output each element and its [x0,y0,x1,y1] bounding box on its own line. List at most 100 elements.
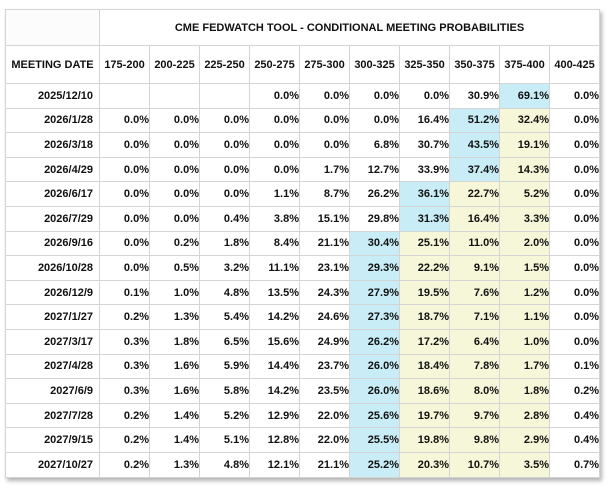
probability-cell: 24.9% [299,328,350,355]
probability-cell: 0.0% [149,181,200,207]
probability-cell: 33.9% [399,156,450,183]
meeting-date-cell: 2026/12/9 [5,279,100,306]
probability-cell: 3.8% [249,205,300,232]
table-row: 2027/6/9 0.3% 1.6% 5.8% 14.2% 23.5% 26.0% 18.6%… [5,378,601,404]
probability-cell: 0.0% [149,107,200,134]
probability-cell: 22.0% [299,402,350,429]
probability-cell: 19.1% [499,132,550,158]
probability-cell: 0.0% [249,156,300,183]
probability-cell: 25.1% [399,230,450,257]
probability-cell: 69.1% [499,83,550,109]
probability-cell: 0.3% [99,328,150,355]
probability-cell: 0.0% [349,83,400,109]
meeting-date-column-header: MEETING DATE [5,45,100,84]
probability-cell: 4.8% [199,451,250,478]
meeting-date-cell: 2026/1/28 [5,107,100,134]
rate-range-column-header: 400-425 [548,45,601,84]
table-row: 2027/7/28 0.2% 1.4% 5.2% 12.9% 22.0% 25.6% 19.7… [5,402,601,429]
probability-cell: 1.7% [299,156,350,183]
probability-cell: 26.2% [349,181,400,207]
probability-cell: 0.0% [149,156,200,183]
probability-cell: 14.4% [249,353,300,380]
probability-cell: 13.5% [249,279,300,306]
probability-cell: 16.4% [449,205,500,232]
probability-cell: 0.0% [399,83,450,109]
probability-cell: 24.6% [299,304,350,330]
probability-cell: 7.6% [449,279,500,306]
probability-cell: 5.2% [499,181,550,207]
probability-cell: 0.0% [299,83,350,109]
probability-cell: 0.4% [548,427,601,453]
probability-cell: 0.0% [99,181,150,207]
probability-cell: 4.8% [199,279,250,306]
table-row: 2025/12/10 0.0% 0.0% 0.0% 0.0% 30.9% 69.1% 0.0% [5,83,601,109]
probability-cell: 15.6% [249,328,300,355]
probability-cell: 0.0% [199,132,250,158]
probability-cell: 9.8% [449,427,500,453]
probability-cell: 11.1% [249,255,300,281]
probability-cell: 22.0% [299,427,350,453]
table-row: 2027/1/27 0.2% 1.3% 5.4% 14.2% 24.6% 27.3% 18.7… [5,304,601,330]
probability-cell: 0.0% [149,205,200,232]
probability-cell: 1.4% [149,427,200,453]
table-row: 2027/9/15 0.2% 1.4% 5.1% 12.8% 22.0% 25.5% 19.8… [5,427,601,453]
probability-cell: 1.0% [499,328,550,355]
probability-cell: 36.1% [399,181,450,207]
meeting-date-cell: 2027/9/15 [5,427,100,453]
probability-cell: 2.8% [499,402,550,429]
probability-cell: 17.2% [399,328,450,355]
probability-cell: 1.6% [149,353,200,380]
probability-cell: 5.4% [199,304,250,330]
probability-cell: 0.0% [99,230,150,257]
table-row: 2027/3/17 0.3% 1.8% 6.5% 15.6% 24.9% 26.2% 17.2… [5,328,601,355]
probability-cell: 16.4% [399,107,450,134]
probability-cell: 25.6% [349,402,400,429]
rate-range-column-header: 200-225 [149,45,200,84]
probability-cell: 25.2% [349,451,400,478]
probability-cell: 0.4% [199,205,250,232]
probability-cell: 12.1% [249,451,300,478]
probability-cell: 29.8% [349,205,400,232]
probability-cell: 7.8% [449,353,500,380]
table-row: 2026/7/29 0.0% 0.0% 0.4% 3.8% 15.1% 29.8% 31.3%… [5,205,601,232]
table-row: 2026/10/28 0.0% 0.5% 3.2% 11.1% 23.1% 29.3% 22.… [5,255,601,281]
probability-cell: 0.0% [99,255,150,281]
rate-range-column-header: 375-400 [499,45,550,84]
probability-cell: 0.0% [548,328,601,355]
probability-cell: 51.2% [449,107,500,134]
probability-cell: 1.5% [499,255,550,281]
probability-cell: 26.0% [349,353,400,380]
probability-cell: 5.2% [199,402,250,429]
probability-cell: 0.7% [548,451,601,478]
probability-cell: 5.1% [199,427,250,453]
probability-cell: 0.0% [548,156,601,183]
probability-cell: 0.0% [548,230,601,257]
probability-cell: 0.0% [548,83,601,109]
probability-cell: 1.1% [249,181,300,207]
rate-range-column-header: 325-350 [399,45,450,84]
probability-cell: 15.1% [299,205,350,232]
table-row: 2026/6/17 0.0% 0.0% 0.0% 1.1% 8.7% 26.2% 36.1% 2… [5,181,601,207]
probability-cell: 30.7% [399,132,450,158]
meeting-date-cell: 2026/6/17 [5,181,100,207]
rate-range-column-header: 275-300 [299,45,350,84]
rate-range-column-header: 250-275 [249,45,300,84]
meeting-date-cell: 2027/7/28 [5,402,100,429]
probability-cell: 22.2% [399,255,450,281]
probability-cell: 1.7% [499,353,550,380]
probability-cell: 30.4% [349,230,400,257]
table-row: 2026/4/29 0.0% 0.0% 0.0% 0.0% 1.7% 12.7% 33.9% 3… [5,156,601,183]
probability-cell: 31.3% [399,205,450,232]
probability-cell: 1.0% [149,279,200,306]
probability-cell: 0.2% [99,427,150,453]
probability-cell: 9.7% [449,402,500,429]
probability-cell: 1.6% [149,378,200,404]
probability-cell: 24.3% [299,279,350,306]
probability-cell: 6.8% [349,132,400,158]
probability-cell: 0.2% [548,378,601,404]
probability-cell: 0.0% [199,156,250,183]
probability-cell: 18.7% [399,304,450,330]
probability-cell: 1.2% [499,279,550,306]
probability-cell: 0.0% [249,107,300,134]
meeting-date-cell: 2026/4/29 [5,156,100,183]
